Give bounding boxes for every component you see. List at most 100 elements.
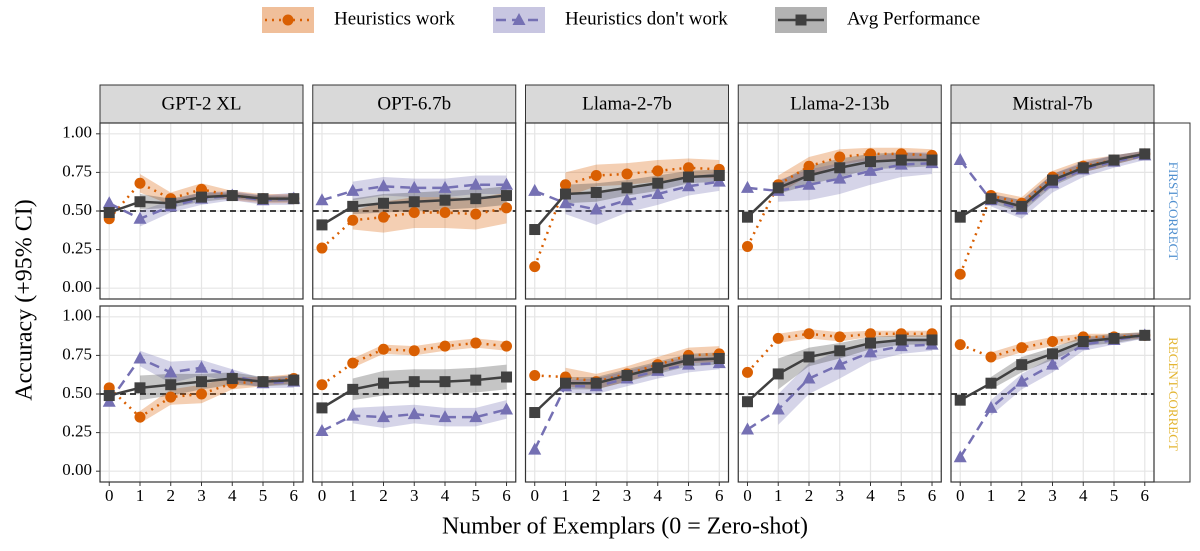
- point: [165, 197, 177, 209]
- point: [864, 345, 878, 358]
- row-label: FIRST-CORRECT: [1166, 162, 1181, 261]
- point: [926, 154, 938, 166]
- y-tick-label: 0.25: [62, 422, 92, 441]
- panel: [312, 305, 517, 483]
- point: [802, 177, 816, 190]
- row-label: RECENT-CORRECT: [1166, 337, 1181, 451]
- point: [1016, 200, 1028, 212]
- facet-strip: [99, 84, 304, 124]
- point: [803, 160, 815, 172]
- point: [408, 376, 420, 388]
- x-tick-label: 1: [987, 486, 996, 505]
- point: [559, 188, 571, 200]
- point: [469, 410, 483, 423]
- facet-label: Mistral-7b: [1012, 93, 1092, 114]
- point: [439, 194, 451, 206]
- panel-border: [99, 122, 304, 300]
- panel-border: [312, 122, 517, 300]
- point: [134, 177, 146, 189]
- point: [1139, 148, 1151, 160]
- point: [834, 345, 846, 357]
- point: [529, 407, 541, 419]
- point: [1015, 374, 1029, 387]
- point: [713, 352, 725, 364]
- point: [895, 154, 907, 166]
- x-tick-label: 0: [105, 486, 114, 505]
- point: [984, 400, 998, 413]
- x-tick-label: 3: [836, 486, 845, 505]
- panel-border: [524, 122, 730, 300]
- y-axis-label: Accuracy (+95% CI): [12, 199, 38, 400]
- x-tick-label: 3: [197, 486, 206, 505]
- x-tick-label: 1: [561, 486, 570, 505]
- point: [683, 171, 695, 183]
- point: [590, 186, 602, 198]
- point: [438, 410, 452, 423]
- point: [1077, 336, 1089, 348]
- point: [407, 180, 421, 193]
- x-tick-label: 2: [379, 486, 388, 505]
- x-tick-label: 4: [654, 486, 663, 505]
- point: [376, 179, 390, 192]
- point: [620, 193, 634, 206]
- panel: [524, 305, 730, 483]
- point: [652, 177, 664, 189]
- point: [133, 211, 147, 224]
- point: [226, 373, 238, 385]
- x-tick-label: 4: [441, 486, 450, 505]
- point: [682, 179, 696, 192]
- point: [439, 376, 451, 388]
- point: [288, 374, 300, 386]
- y-tick-label: 0.75: [62, 344, 92, 363]
- panel: [524, 122, 730, 300]
- point: [651, 187, 665, 200]
- point: [529, 261, 541, 273]
- ci-band: [778, 152, 933, 202]
- point: [1016, 359, 1028, 371]
- point: [288, 193, 300, 205]
- y-tick-label: 1.00: [62, 123, 92, 142]
- point: [470, 208, 482, 220]
- point: [865, 337, 877, 349]
- point: [865, 156, 877, 168]
- point: [282, 14, 294, 26]
- point: [833, 171, 847, 184]
- ci-band: [990, 150, 1145, 219]
- row-strip: [1153, 122, 1191, 300]
- point: [195, 360, 208, 373]
- point: [621, 182, 633, 194]
- point: [501, 202, 513, 214]
- point: [864, 163, 878, 176]
- point: [1077, 162, 1089, 174]
- point: [652, 165, 664, 177]
- point: [559, 377, 571, 389]
- point: [470, 193, 482, 205]
- point: [347, 357, 359, 369]
- ci-band: [139, 372, 294, 401]
- point: [134, 411, 146, 423]
- x-tick-label: 0: [956, 486, 965, 505]
- panel: [950, 305, 1155, 483]
- point: [802, 371, 816, 384]
- point: [1047, 174, 1058, 186]
- point: [865, 328, 877, 340]
- point: [1139, 329, 1151, 341]
- panel-border: [950, 305, 1155, 483]
- panel-border: [524, 305, 730, 483]
- panel: [312, 122, 517, 300]
- x-tick-label: 2: [805, 486, 814, 505]
- y-tick-label: 0.00: [62, 277, 92, 296]
- y-tick-label: 0.00: [62, 460, 92, 479]
- point: [316, 402, 328, 414]
- point: [315, 193, 329, 206]
- point: [954, 394, 966, 406]
- facet-strip: [950, 84, 1155, 124]
- point: [803, 328, 815, 340]
- point: [134, 382, 146, 394]
- panel: [99, 122, 304, 300]
- point: [926, 334, 938, 346]
- point: [590, 377, 602, 389]
- ci-band: [778, 338, 933, 425]
- ci-band: [352, 175, 507, 201]
- point: [377, 197, 389, 209]
